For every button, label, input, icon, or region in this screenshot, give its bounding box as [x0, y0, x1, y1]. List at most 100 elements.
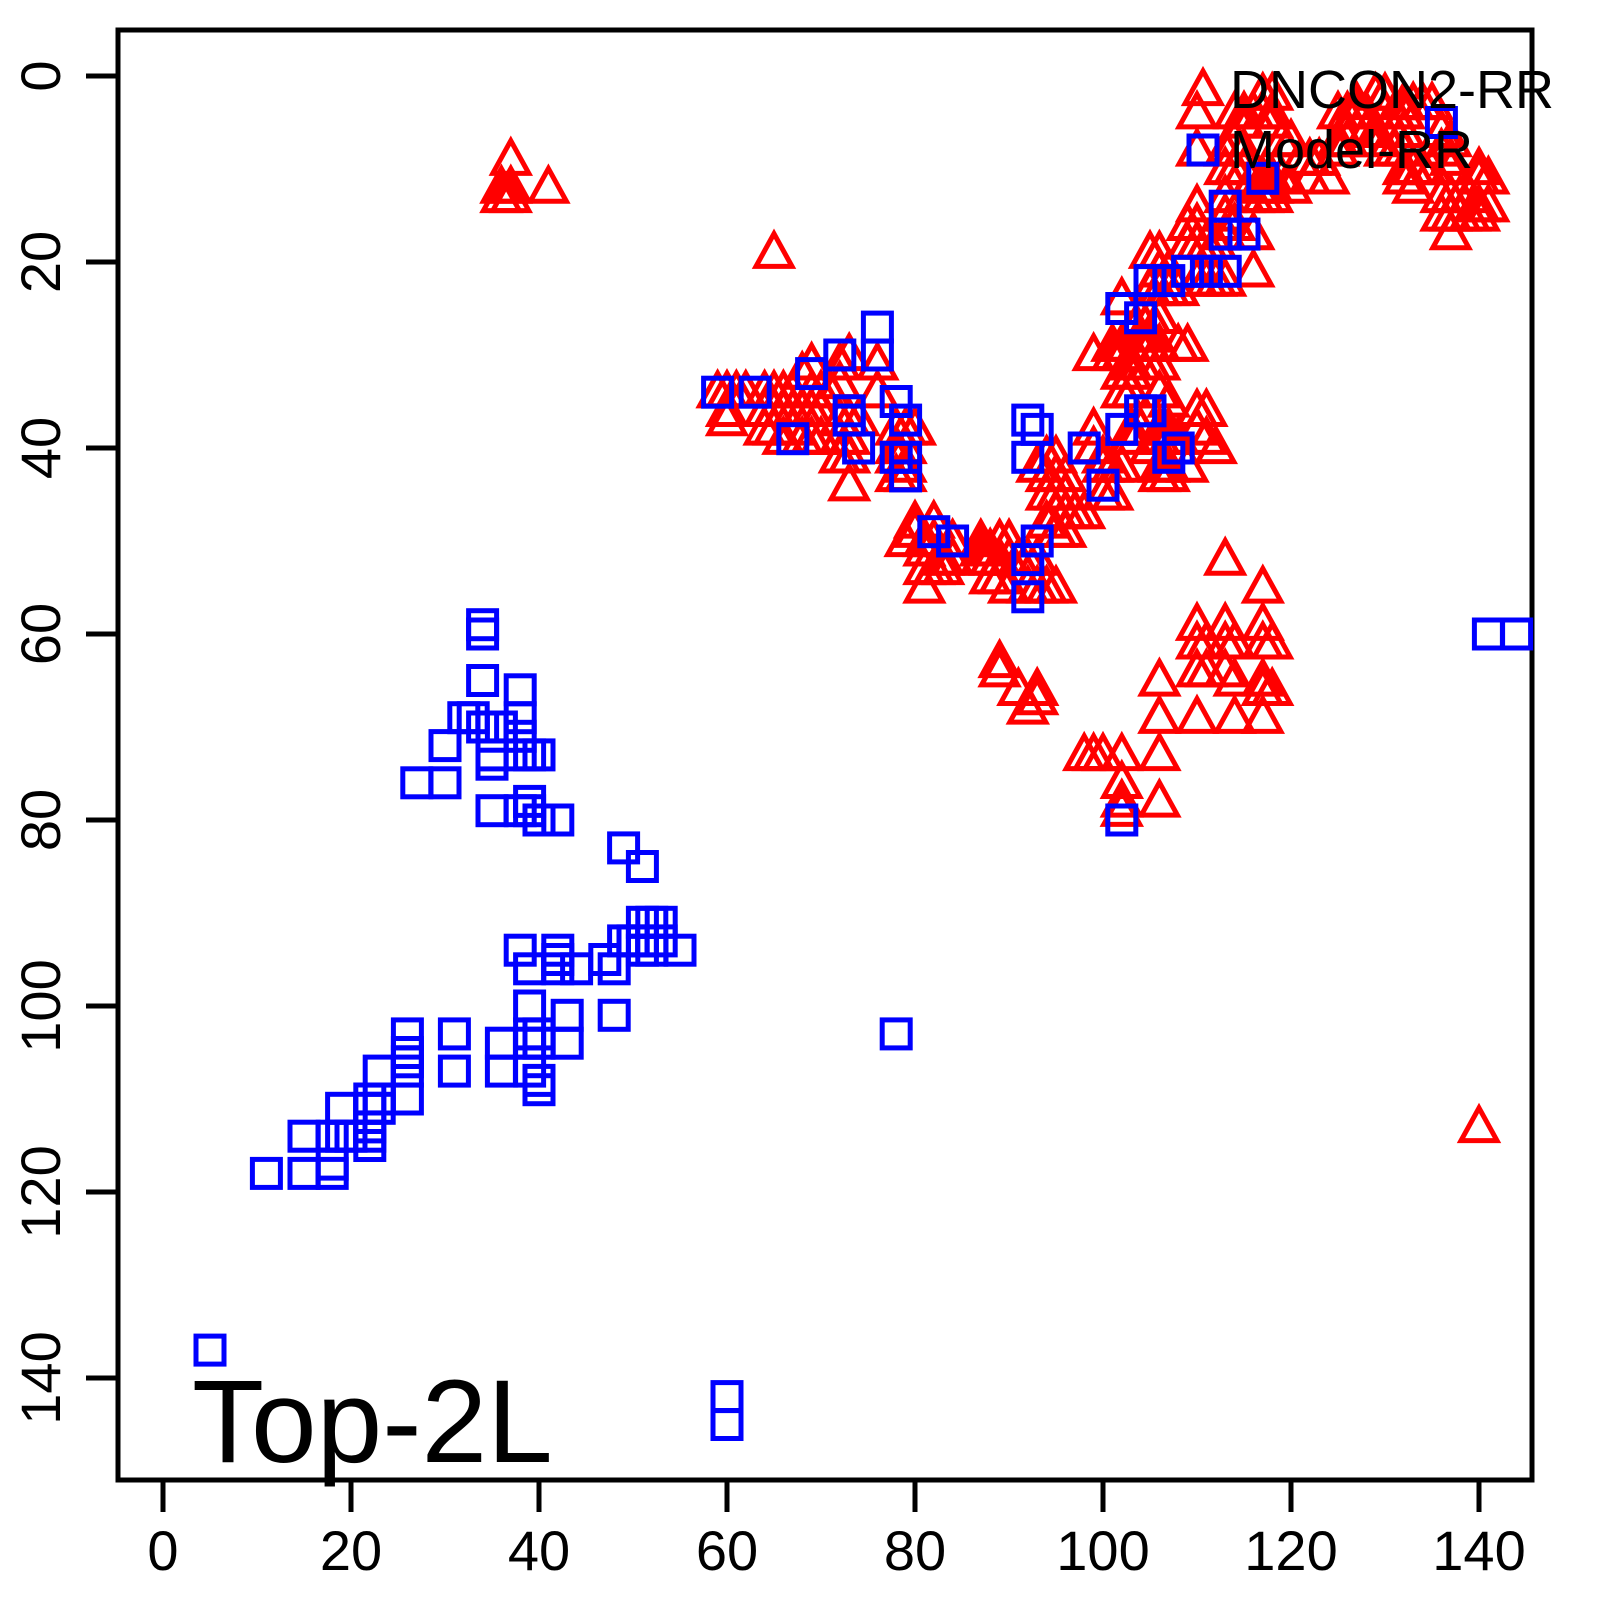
data-point-model-rr [362, 1082, 396, 1116]
data-point-dncon2-rr [1249, 619, 1295, 660]
x-axis-tick-label: 60 [696, 1519, 758, 1582]
data-point-model-rr [475, 738, 509, 772]
data-point-model-rr [287, 1119, 321, 1153]
plot-box [115, 27, 1535, 1483]
data-point-model-rr [315, 1147, 349, 1181]
x-axis-tick-label: 120 [1244, 1519, 1337, 1582]
data-point-model-rr [475, 710, 509, 744]
data-point-dncon2-rr [977, 647, 1022, 688]
data-point-model-rr [541, 952, 575, 986]
data-point-model-rr [503, 933, 537, 967]
data-point-dncon2-rr [1353, 116, 1398, 158]
data-point-model-rr [315, 1119, 349, 1153]
x-axis-tick-label: 140 [1432, 1519, 1525, 1582]
data-point-model-rr [522, 803, 556, 837]
data-point-model-rr [1189, 254, 1223, 288]
data-point-model-rr [522, 1063, 556, 1097]
data-point-dncon2-rr [1221, 126, 1267, 167]
data-point-model-rr [738, 375, 772, 409]
data-point-dncon2-rr [1137, 693, 1182, 734]
data-point-model-rr [353, 1129, 387, 1162]
data-point-model-rr [625, 933, 659, 967]
data-point-model-rr [1086, 468, 1120, 502]
data-point-model-rr [625, 924, 659, 958]
data-point-model-rr [879, 1017, 913, 1051]
data-point-model-rr [513, 738, 547, 772]
data-point-model-rr [503, 673, 537, 707]
data-point-model-rr [484, 710, 518, 744]
legend-entry: DNCON2-RR [1180, 60, 1554, 120]
y-axis-tick-label: 20 [9, 231, 72, 293]
data-point-model-rr [362, 1091, 396, 1125]
data-point-dncon2-rr [1193, 423, 1239, 465]
data-point-dncon2-rr [1090, 470, 1135, 511]
data-point-model-rr [503, 738, 537, 772]
data-point-model-rr [390, 1017, 424, 1051]
data-point-model-rr [522, 1017, 556, 1051]
legend-marker-triangle-icon [1180, 65, 1226, 107]
series-model-rr [193, 106, 1534, 1441]
y-axis-tick-label: 40 [9, 417, 72, 479]
data-point-dncon2-rr [1184, 414, 1229, 455]
data-point-model-rr [503, 794, 537, 828]
data-point-model-rr [616, 924, 650, 958]
data-point-model-rr [644, 924, 678, 958]
data-point-model-rr [362, 1054, 396, 1088]
data-point-model-rr [550, 1026, 584, 1060]
data-point-model-rr [513, 794, 547, 828]
data-point-dncon2-rr [1381, 154, 1427, 195]
data-point-dncon2-rr [1043, 507, 1088, 548]
data-point-dncon2-rr [1174, 89, 1220, 130]
x-axis-tick-label: 100 [1056, 1519, 1149, 1582]
data-point-model-rr [710, 1408, 744, 1441]
x-axis-tick-label: 20 [320, 1519, 382, 1582]
data-point-model-rr [1124, 301, 1158, 335]
data-point-model-rr [625, 850, 659, 883]
data-point-model-rr [842, 431, 876, 465]
data-point-dncon2-rr [1315, 126, 1361, 167]
data-point-model-rr [475, 794, 509, 828]
data-point-dncon2-rr [526, 163, 571, 204]
data-point-dncon2-rr [1024, 498, 1069, 539]
data-point-dncon2-rr [826, 461, 872, 502]
data-point-model-rr [917, 515, 951, 549]
data-point-model-rr [541, 933, 575, 967]
data-point-dncon2-rr [1268, 163, 1314, 204]
plot-border [115, 27, 1535, 1483]
data-point-model-rr [936, 524, 970, 558]
data-point-dncon2-rr [1409, 79, 1455, 121]
data-point-model-rr [390, 1045, 424, 1079]
legend-label: Model-RR [1230, 120, 1473, 180]
data-point-dncon2-rr [1014, 442, 1060, 483]
data-point-dncon2-rr [1240, 693, 1286, 734]
data-point-dncon2-rr [1108, 349, 1154, 390]
data-point-model-rr [701, 375, 735, 409]
corner-label: Top-2L [192, 1356, 553, 1488]
data-point-model-rr [541, 943, 575, 976]
corner-label-group: Top-2L [192, 1356, 553, 1488]
data-point-model-rr [513, 1054, 547, 1088]
x-axis-tick-label: 0 [147, 1519, 178, 1582]
y-axis-tick-label: 140 [9, 1331, 72, 1424]
data-point-model-rr [353, 1110, 387, 1144]
data-point-model-rr [437, 1017, 471, 1051]
data-point-model-rr [353, 1091, 387, 1125]
data-point-model-rr [1105, 292, 1139, 325]
x-axis-tick-label: 40 [508, 1519, 570, 1582]
data-point-dncon2-rr [1137, 656, 1182, 697]
data-point-model-rr [390, 1054, 424, 1088]
legend-entry: Model-RR [1186, 120, 1473, 180]
data-point-dncon2-rr [977, 637, 1022, 679]
data-point-dncon2-rr [488, 172, 534, 214]
data-point-dncon2-rr [855, 340, 900, 381]
data-point-dncon2-rr [1390, 163, 1436, 204]
data-point-model-rr [1133, 264, 1167, 298]
data-point-model-rr [503, 701, 537, 735]
data-point-dncon2-rr [1033, 563, 1079, 604]
data-point-model-rr [1471, 617, 1505, 651]
data-point-model-rr [390, 1036, 424, 1069]
data-point-model-rr [287, 1156, 321, 1190]
data-point-dncon2-rr [1231, 247, 1276, 288]
